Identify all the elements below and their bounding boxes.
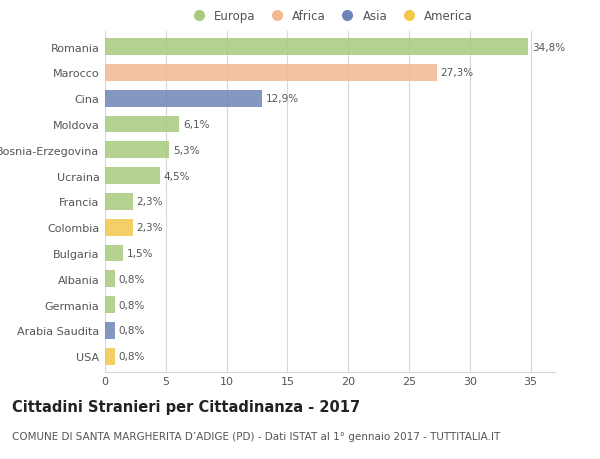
Text: 6,1%: 6,1% [183, 120, 209, 130]
Text: 0,8%: 0,8% [118, 351, 145, 361]
Text: COMUNE DI SANTA MARGHERITA D’ADIGE (PD) - Dati ISTAT al 1° gennaio 2017 - TUTTIT: COMUNE DI SANTA MARGHERITA D’ADIGE (PD) … [12, 431, 500, 442]
Text: 4,5%: 4,5% [163, 171, 190, 181]
Bar [105, 297, 115, 313]
Text: 2,3%: 2,3% [137, 223, 163, 233]
Text: 0,8%: 0,8% [118, 325, 145, 336]
Text: 5,3%: 5,3% [173, 146, 200, 156]
Bar [105, 142, 169, 159]
Text: 12,9%: 12,9% [266, 94, 299, 104]
Bar [105, 117, 179, 133]
Bar [105, 39, 528, 56]
Bar [105, 322, 115, 339]
Bar [105, 271, 115, 287]
Bar [105, 245, 123, 262]
Bar [105, 168, 160, 185]
Text: 0,8%: 0,8% [118, 300, 145, 310]
Bar [105, 194, 133, 210]
Text: 2,3%: 2,3% [137, 197, 163, 207]
Text: 1,5%: 1,5% [127, 248, 154, 258]
Bar [105, 348, 115, 365]
Bar [105, 219, 133, 236]
Legend: Europa, Africa, Asia, America: Europa, Africa, Asia, America [187, 10, 473, 23]
Text: 34,8%: 34,8% [532, 43, 565, 53]
Bar [105, 65, 437, 82]
Text: 0,8%: 0,8% [118, 274, 145, 284]
Text: 27,3%: 27,3% [440, 68, 474, 78]
Bar [105, 91, 262, 107]
Text: Cittadini Stranieri per Cittadinanza - 2017: Cittadini Stranieri per Cittadinanza - 2… [12, 399, 360, 414]
